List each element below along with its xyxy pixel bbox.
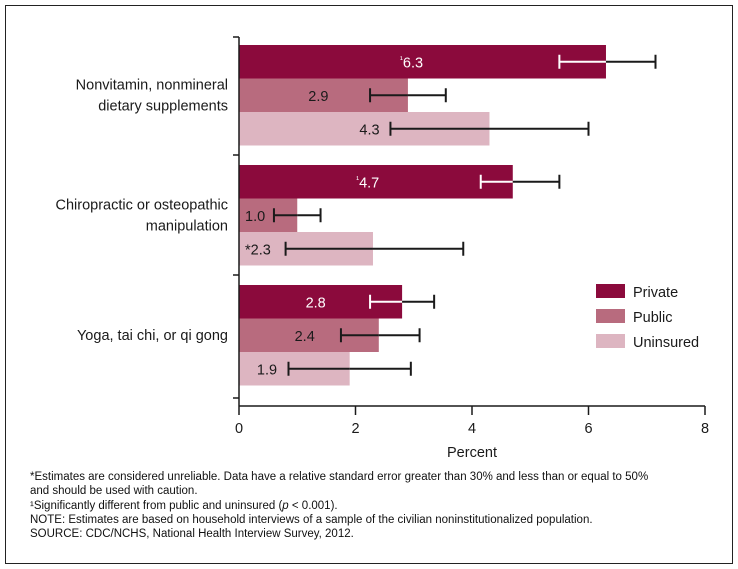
bar-private-0 (239, 45, 606, 79)
category-label-1-0: Chiropractic or osteopathic (56, 198, 228, 214)
legend-swatch-uninsured (596, 334, 625, 348)
legend-label-uninsured: Uninsured (633, 335, 699, 351)
x-axis-title: Percent (447, 445, 497, 461)
value-label-uninsured-0: 4.3 (359, 122, 379, 138)
value-label-public-0: 2.9 (308, 89, 328, 105)
x-tick-label-6: 6 (584, 421, 592, 437)
footnote-source: SOURCE: CDC/NCHS, National Health Interv… (30, 528, 354, 541)
x-tick-label-2: 2 (351, 421, 359, 437)
legend-swatch-public (596, 309, 625, 323)
value-label-public-1: 1.0 (245, 209, 265, 225)
footnote-note: NOTE: Estimates are based on household i… (30, 513, 593, 526)
x-tick-label-4: 4 (468, 421, 476, 437)
footnote-unreliable-2: and should be used with caution. (30, 485, 198, 498)
footnote-unreliable-1: *Estimates are considered unreliable. Da… (30, 471, 649, 483)
value-label-private-1: ¹4.7 (356, 174, 379, 191)
legend-label-public: Public (633, 310, 673, 326)
value-label-uninsured-1: *2.3 (245, 242, 271, 258)
value-label-uninsured-2: 1.9 (257, 362, 277, 378)
bar-private-1 (239, 165, 513, 199)
footnotes: *Estimates are considered unreliable. Da… (30, 470, 720, 541)
category-label-0-1: dietary supplements (98, 99, 228, 115)
x-tick-label-8: 8 (701, 421, 709, 437)
value-label-public-2: 2.4 (295, 329, 315, 345)
category-label-0-0: Nonvitamin, nonmineral (76, 78, 228, 94)
footnote-significance: ¹Significantly different from public and… (30, 499, 338, 512)
value-label-private-2: 2.8 (306, 295, 326, 311)
category-label-1-1: manipulation (146, 219, 228, 235)
legend-label-private: Private (633, 285, 678, 301)
category-label-2-0: Yoga, tai chi, or qi gong (77, 328, 228, 344)
value-label-private-0: ¹6.3 (400, 54, 423, 71)
x-tick-label-0: 0 (235, 421, 243, 437)
legend-swatch-private (596, 284, 625, 298)
